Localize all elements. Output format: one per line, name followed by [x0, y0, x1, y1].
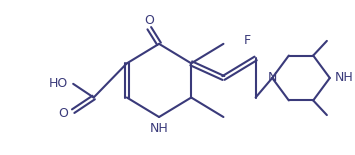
- Text: O: O: [59, 107, 68, 120]
- Text: N: N: [268, 71, 277, 84]
- Text: NH: NH: [150, 122, 168, 135]
- Text: O: O: [144, 14, 154, 27]
- Text: F: F: [243, 34, 250, 47]
- Text: NH: NH: [335, 71, 354, 84]
- Text: HO: HO: [49, 77, 68, 90]
